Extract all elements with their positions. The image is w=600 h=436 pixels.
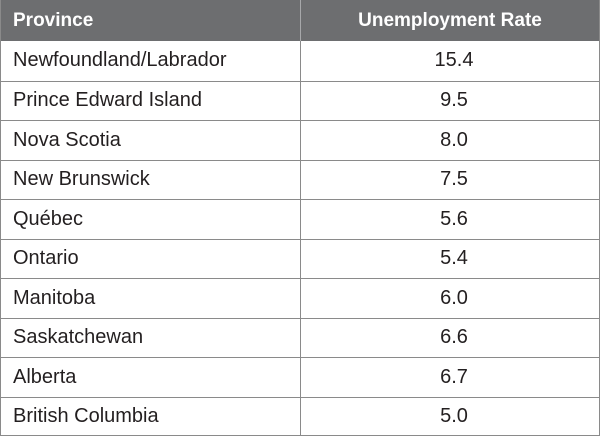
province-cell: British Columbia xyxy=(1,397,301,436)
table-header-row: Province Unemployment Rate xyxy=(1,0,599,41)
table-row: Saskatchewan 6.6 xyxy=(1,317,599,357)
table-row: Prince Edward Island 9.5 xyxy=(1,80,599,120)
column-header-unemployment-rate: Unemployment Rate xyxy=(358,9,542,31)
column-header-province: Province xyxy=(1,0,301,41)
table-row: Manitoba 6.0 xyxy=(1,278,599,318)
rate-cell: 8.0 xyxy=(440,128,468,151)
province-cell: Alberta xyxy=(1,358,301,397)
province-cell: Newfoundland/Labrador xyxy=(1,41,301,81)
rate-cell: 5.0 xyxy=(440,405,468,428)
rate-cell: 6.0 xyxy=(440,286,468,309)
province-cell: Prince Edward Island xyxy=(1,81,301,120)
rate-cell: 9.5 xyxy=(440,89,468,112)
table-row: Nova Scotia 8.0 xyxy=(1,120,599,160)
province-cell: Nova Scotia xyxy=(1,121,301,160)
table-row: New Brunswick 7.5 xyxy=(1,159,599,199)
table-row: Québec 5.6 xyxy=(1,199,599,239)
province-cell: Manitoba xyxy=(1,279,301,318)
table-row: Newfoundland/Labrador 15.4 xyxy=(1,41,599,81)
province-cell: New Brunswick xyxy=(1,160,301,199)
table-row: Ontario 5.4 xyxy=(1,238,599,278)
rate-cell: 15.4 xyxy=(434,49,474,72)
rate-cell: 7.5 xyxy=(440,168,468,191)
table-row: Alberta 6.7 xyxy=(1,357,599,397)
rate-cell: 6.6 xyxy=(440,326,468,349)
province-cell: Ontario xyxy=(1,239,301,278)
table-row: British Columbia 5.0 xyxy=(1,396,599,436)
rate-cell: 5.6 xyxy=(440,207,468,230)
province-cell: Québec xyxy=(1,200,301,239)
province-cell: Saskatchewan xyxy=(1,318,301,357)
rate-cell: 5.4 xyxy=(440,247,468,270)
rate-cell: 6.7 xyxy=(440,365,468,388)
table-body: Newfoundland/Labrador 15.4 Prince Edward I… xyxy=(1,41,599,436)
